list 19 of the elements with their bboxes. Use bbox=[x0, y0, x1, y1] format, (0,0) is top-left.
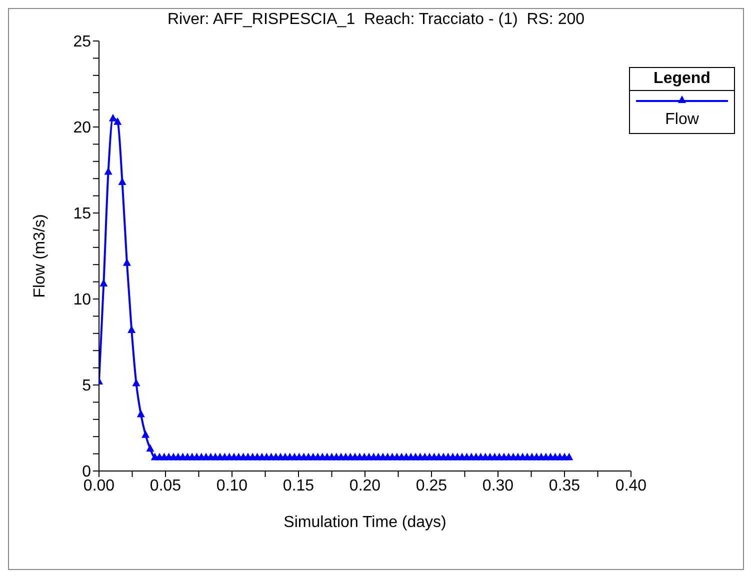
y-tick-label: 10 bbox=[73, 292, 92, 309]
x-tick-label: 0.00 bbox=[83, 477, 115, 494]
chart-title: River: AFF_RISPESCIA_1 Reach: Tracciato - (1) RS: 200 bbox=[166, 11, 586, 29]
legend-title: Legend bbox=[630, 68, 734, 91]
x-tick-label: 0.35 bbox=[548, 477, 580, 494]
x-tick-label: 0.25 bbox=[416, 477, 448, 494]
y-axis-title: Flow (m3/s) bbox=[32, 214, 49, 298]
x-tick-label: 0.20 bbox=[349, 477, 381, 494]
x-axis-title: Simulation Time (days) bbox=[284, 514, 446, 531]
y-tick-label: 20 bbox=[73, 120, 92, 137]
y-tick-label: 15 bbox=[73, 206, 92, 223]
x-tick-label: 0.05 bbox=[150, 477, 182, 494]
x-tick-label: 0.40 bbox=[615, 477, 647, 494]
y-tick-label: 5 bbox=[82, 378, 92, 395]
x-tick-label: 0.15 bbox=[282, 477, 314, 494]
x-tick-label: 0.30 bbox=[482, 477, 514, 494]
legend-label: Flow bbox=[664, 111, 700, 129]
y-tick-label: 25 bbox=[73, 34, 92, 51]
x-tick-label: 0.10 bbox=[216, 477, 248, 494]
